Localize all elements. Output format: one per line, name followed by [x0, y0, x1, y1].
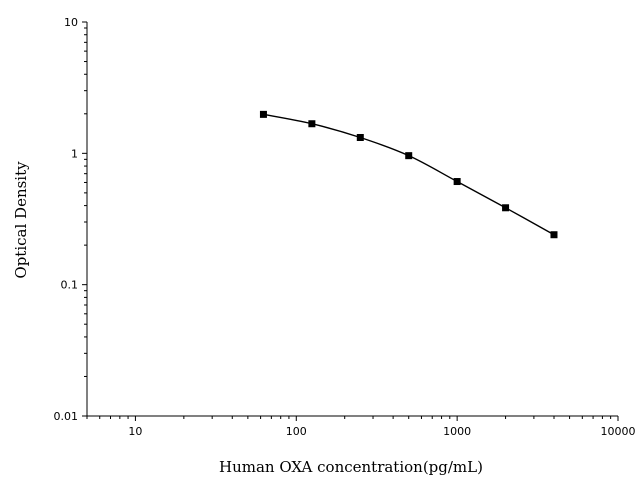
plot-area	[259, 110, 558, 239]
series-line	[263, 113, 555, 236]
x-tick-label: 100	[286, 425, 307, 438]
x-axis-label: Human OXA concentration(pg/mL)	[219, 458, 483, 476]
data-point	[405, 152, 413, 160]
y-tick-label: 0.01	[54, 410, 79, 423]
x-axis-ticks: 10 100 1000 10000	[86, 416, 636, 438]
data-point	[453, 178, 461, 186]
y-axis-label: Optical Density	[12, 161, 30, 279]
data-point	[356, 133, 364, 141]
axes	[86, 22, 618, 417]
y-axis-ticks: 0.01 0.1 1 10	[54, 16, 87, 423]
y-tick-label: 10	[64, 16, 78, 29]
y-tick-label: 1	[71, 147, 78, 160]
data-point	[550, 231, 558, 239]
x-tick-label: 10	[128, 425, 142, 438]
x-tick-label: 10000	[601, 425, 636, 438]
data-point	[308, 120, 316, 128]
y-tick-label: 0.1	[61, 279, 79, 292]
data-point	[259, 110, 267, 118]
x-tick-label: 1000	[443, 425, 471, 438]
data-point	[502, 204, 510, 212]
